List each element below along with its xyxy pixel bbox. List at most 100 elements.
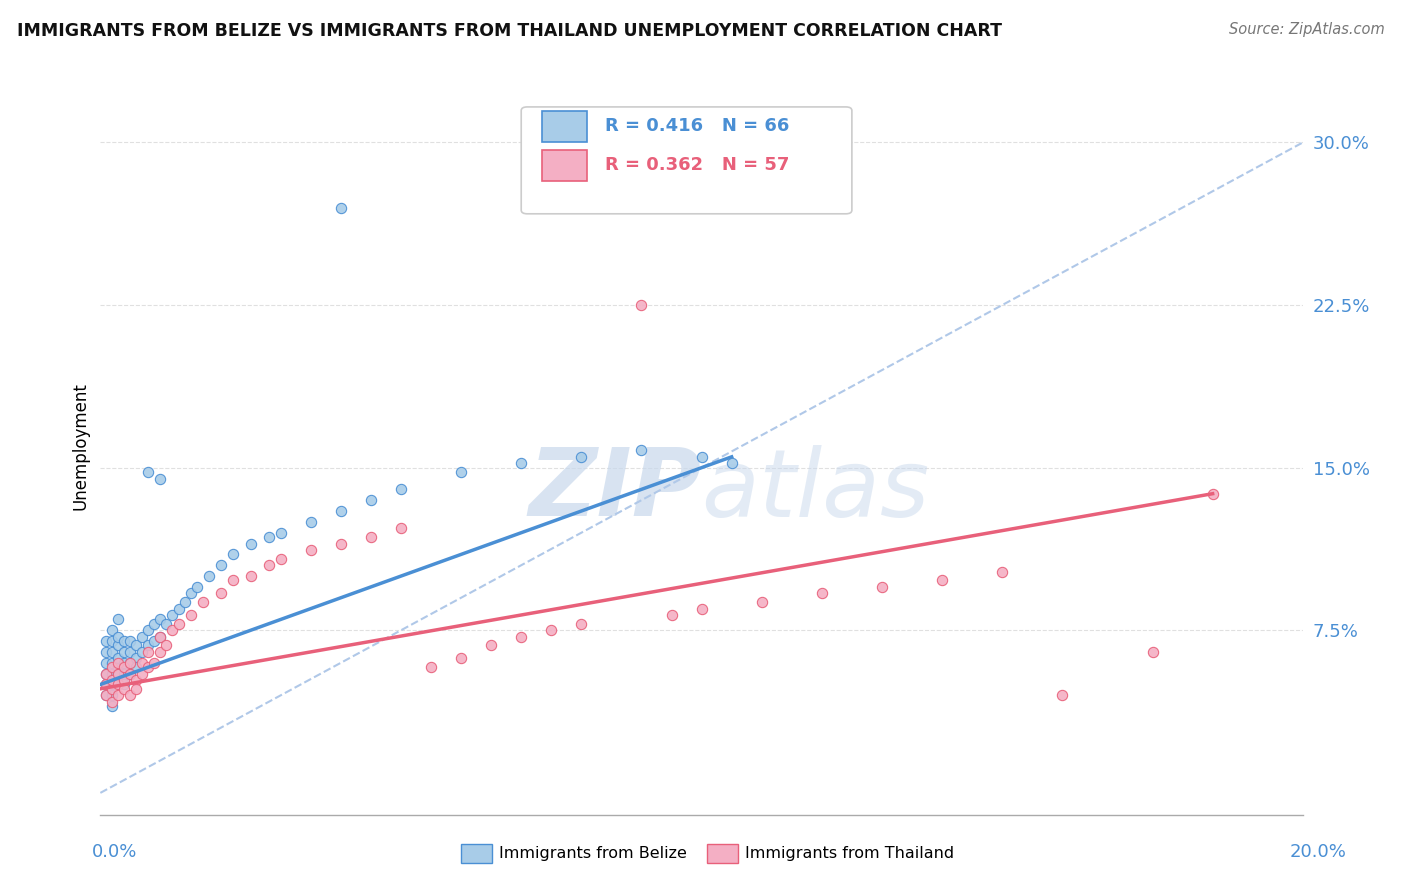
- Text: 0.0%: 0.0%: [91, 843, 136, 861]
- Point: [101, 634, 124, 648]
- Text: atlas: atlas: [702, 445, 929, 536]
- Point: [1142, 645, 1164, 659]
- Point: [138, 645, 160, 659]
- Point: [329, 536, 352, 550]
- Point: [389, 521, 412, 535]
- Point: [96, 666, 118, 681]
- FancyBboxPatch shape: [522, 107, 852, 214]
- Point: [389, 483, 412, 497]
- Point: [149, 630, 172, 644]
- Point: [1201, 486, 1223, 500]
- Point: [138, 624, 160, 638]
- Point: [120, 689, 142, 703]
- Point: [299, 543, 322, 558]
- Bar: [541, 111, 588, 142]
- Point: [257, 558, 280, 573]
- Point: [120, 656, 142, 670]
- Point: [107, 666, 129, 681]
- Point: [96, 677, 118, 691]
- Point: [270, 525, 292, 540]
- Point: [107, 651, 129, 665]
- Point: [690, 450, 713, 464]
- Point: [257, 530, 280, 544]
- Point: [149, 612, 172, 626]
- Point: [209, 586, 232, 600]
- Point: [931, 574, 953, 588]
- Y-axis label: Unemployment: Unemployment: [72, 382, 89, 510]
- Point: [569, 450, 592, 464]
- Point: [239, 536, 262, 550]
- Point: [239, 569, 262, 583]
- Point: [101, 695, 124, 709]
- Point: [107, 666, 129, 681]
- Point: [120, 634, 142, 648]
- Point: [96, 666, 118, 681]
- Text: Source: ZipAtlas.com: Source: ZipAtlas.com: [1229, 22, 1385, 37]
- Point: [811, 586, 834, 600]
- Point: [107, 677, 129, 691]
- Point: [96, 634, 118, 648]
- Point: [131, 656, 153, 670]
- Point: [180, 608, 202, 623]
- Point: [143, 634, 166, 648]
- Point: [120, 645, 142, 659]
- Text: Immigrants from Belize: Immigrants from Belize: [499, 847, 688, 861]
- Point: [101, 660, 124, 674]
- Text: ZIP: ZIP: [529, 444, 702, 536]
- Point: [120, 666, 142, 681]
- Point: [143, 656, 166, 670]
- Point: [112, 645, 135, 659]
- Point: [510, 456, 533, 470]
- Point: [149, 471, 172, 485]
- Point: [120, 666, 142, 681]
- Point: [149, 630, 172, 644]
- Point: [96, 645, 118, 659]
- Point: [155, 639, 177, 653]
- Text: Immigrants from Thailand: Immigrants from Thailand: [745, 847, 955, 861]
- Point: [101, 656, 124, 670]
- Point: [751, 595, 773, 609]
- Point: [107, 630, 129, 644]
- Point: [131, 630, 153, 644]
- Point: [1052, 689, 1074, 703]
- Point: [120, 656, 142, 670]
- Point: [101, 699, 124, 714]
- Point: [167, 601, 190, 615]
- Point: [186, 580, 208, 594]
- Point: [125, 681, 148, 696]
- Point: [569, 616, 592, 631]
- Point: [162, 608, 184, 623]
- Point: [96, 689, 118, 703]
- Point: [221, 574, 243, 588]
- Point: [107, 612, 129, 626]
- Point: [96, 656, 118, 670]
- Point: [162, 624, 184, 638]
- Point: [143, 616, 166, 631]
- Point: [101, 689, 124, 703]
- Point: [112, 660, 135, 674]
- Point: [991, 565, 1014, 579]
- Point: [125, 660, 148, 674]
- Point: [138, 465, 160, 479]
- Text: R = 0.416   N = 66: R = 0.416 N = 66: [606, 117, 790, 135]
- Point: [149, 645, 172, 659]
- Point: [329, 201, 352, 215]
- Point: [112, 634, 135, 648]
- Point: [107, 677, 129, 691]
- Point: [112, 681, 135, 696]
- Point: [96, 689, 118, 703]
- Point: [450, 651, 472, 665]
- Point: [101, 673, 124, 687]
- Point: [479, 639, 502, 653]
- Point: [270, 551, 292, 566]
- Point: [125, 673, 148, 687]
- Point: [299, 515, 322, 529]
- Point: [101, 681, 124, 696]
- Point: [112, 677, 135, 691]
- Point: [138, 639, 160, 653]
- Text: R = 0.362   N = 57: R = 0.362 N = 57: [606, 156, 790, 174]
- Text: 20.0%: 20.0%: [1291, 843, 1347, 861]
- Bar: [541, 150, 588, 181]
- Point: [630, 298, 652, 312]
- Point: [630, 443, 652, 458]
